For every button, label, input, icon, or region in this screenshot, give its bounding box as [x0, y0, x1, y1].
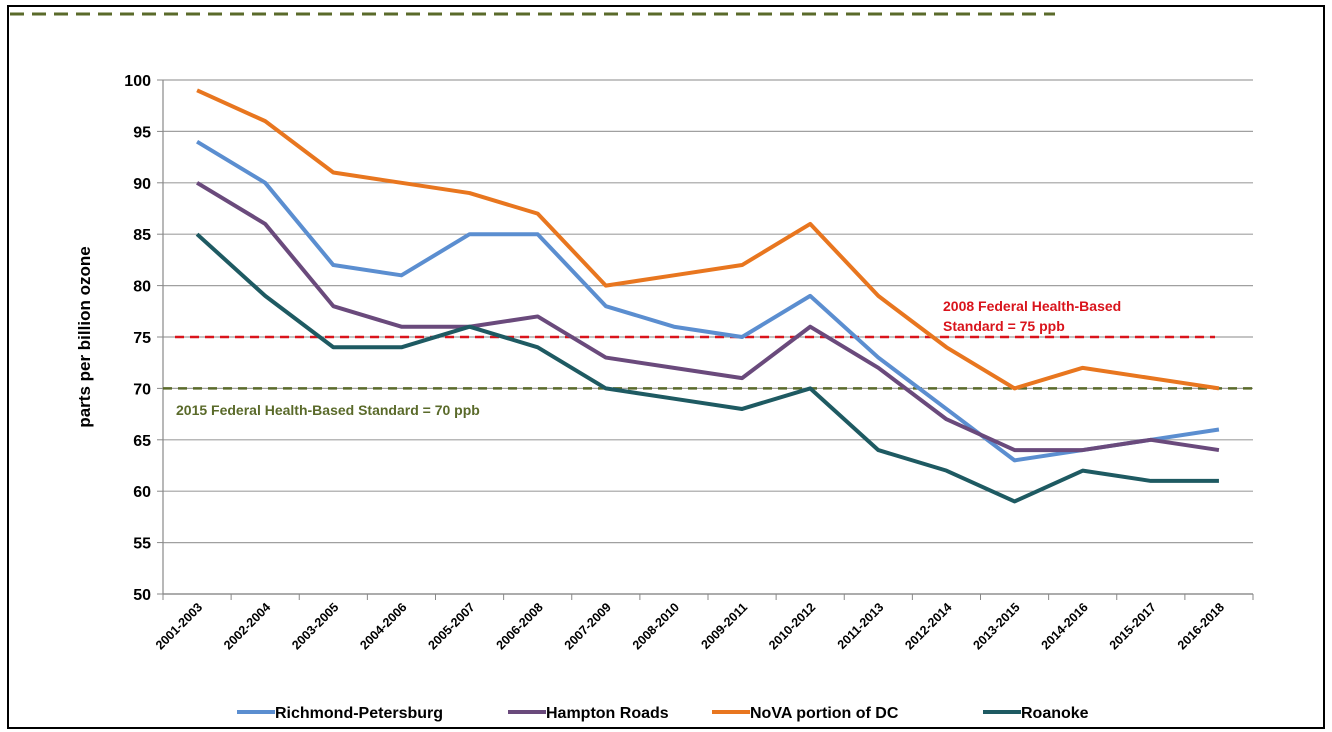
- reference-label: 2015 Federal Health-Based Standard = 70 …: [176, 402, 480, 418]
- y-tick-label: 60: [133, 484, 151, 501]
- y-tick-label: 75: [133, 330, 151, 347]
- series-line: [196, 181, 1220, 453]
- y-tick-label: 80: [133, 279, 151, 296]
- reference-label: Standard = 75 ppb: [943, 318, 1065, 334]
- legend-label: Roanoke: [1021, 705, 1089, 722]
- series-line: [196, 88, 1220, 391]
- y-tick-label: 85: [133, 227, 151, 244]
- series-line: [196, 139, 1220, 463]
- y-tick-label: 55: [133, 536, 151, 553]
- legend-label: Richmond-Petersburg: [275, 705, 443, 722]
- reference-label: 2008 Federal Health-Based: [943, 298, 1121, 314]
- y-tick-label: 90: [133, 176, 151, 193]
- y-tick-label: 100: [124, 73, 151, 90]
- legend-label: NoVA portion of DC: [750, 705, 899, 722]
- series-line: [195, 232, 1219, 504]
- y-tick-label: 50: [133, 587, 151, 604]
- y-tick-label: 65: [133, 433, 151, 450]
- y-tick-label: 95: [133, 124, 151, 141]
- y-tick-label: 70: [133, 381, 151, 398]
- y-axis-label: parts per billion ozone: [75, 246, 94, 427]
- legend-label: Hampton Roads: [546, 705, 669, 722]
